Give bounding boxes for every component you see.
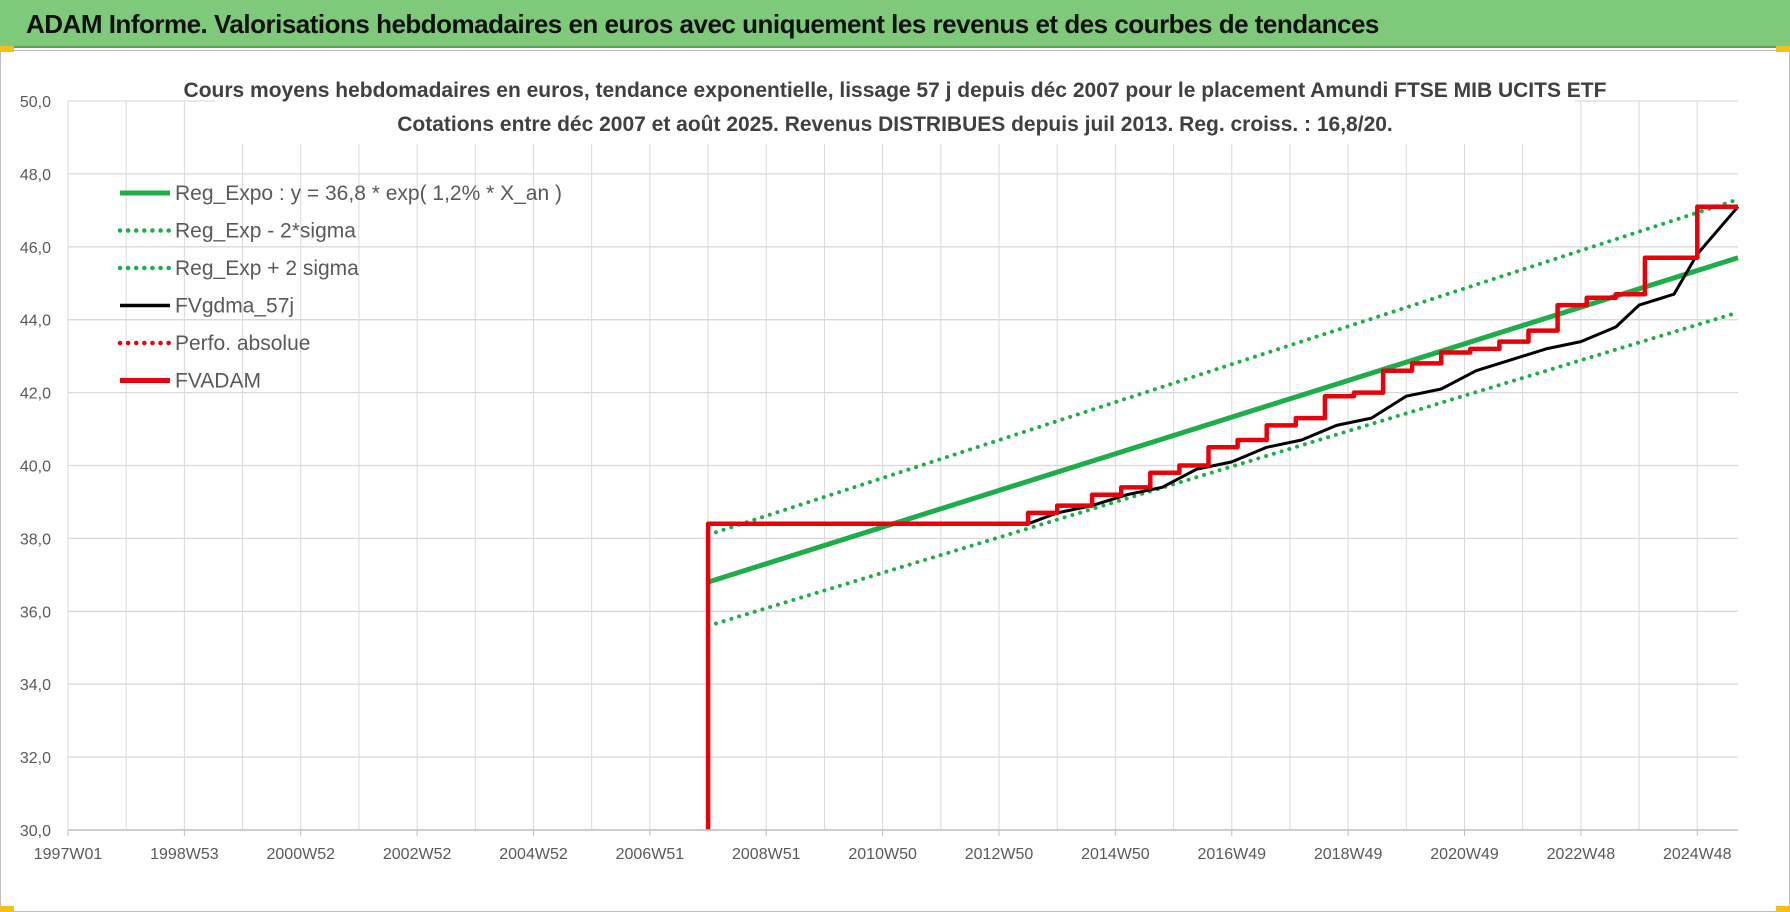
y-tick-label: 48,0 (20, 167, 51, 184)
x-tick-label: 2006W51 (616, 846, 685, 863)
series-layer (705, 197, 1740, 830)
series-line (706, 310, 1740, 628)
corner-marker (1776, 46, 1790, 52)
x-tick-label: 1998W53 (150, 846, 219, 863)
x-tick-label: 2024W48 (1663, 846, 1732, 863)
x-tick-label: 2004W52 (499, 846, 568, 863)
chart-legend: Reg_Expo : y = 36,8 * exp( 1,2% * X_an )… (117, 182, 562, 393)
x-tick-label: 2020W49 (1430, 846, 1499, 863)
chart-title: Cours moyens hebdomadaires en euros, ten… (184, 79, 1607, 102)
x-tick-label: 1997W01 (34, 846, 103, 863)
corner-marker (0, 46, 14, 52)
grid-layer (67, 100, 1738, 831)
y-tick-label: 44,0 (20, 313, 51, 330)
legend-label: Reg_Expo : y = 36,8 * exp( 1,2% * X_an ) (175, 182, 562, 205)
legend-label: Perfo. absolue (175, 332, 310, 355)
series-line (707, 255, 1739, 585)
x-tick-label: 2008W51 (732, 846, 801, 863)
y-tick-label: 30,0 (20, 823, 51, 840)
corner-marker (0, 906, 14, 912)
x-tick-label: 2022W48 (1547, 846, 1616, 863)
x-tick-label: 2002W52 (383, 846, 452, 863)
legend-label: Reg_Exp + 2 sigma (175, 257, 359, 280)
corner-marker (1776, 906, 1790, 912)
y-tick-label: 46,0 (20, 240, 51, 257)
chart-subtitle: Cotations entre déc 2007 et août 2025. R… (397, 113, 1393, 136)
x-tick-label: 2018W49 (1314, 846, 1383, 863)
y-tick-label: 38,0 (20, 531, 51, 548)
legend-label: FVADAM (175, 370, 261, 393)
axis-layer: 30,0 32,0 34,0 36,0 38,0 40,0 42,0 44,0 46,0 48,0… (20, 94, 1738, 863)
banner-title: ADAM Informe. Valorisations hebdomadaire… (26, 9, 1379, 39)
series-line (705, 204, 1738, 830)
series-line (706, 197, 1740, 537)
x-tick-label: 2012W50 (965, 846, 1034, 863)
series-line (708, 205, 1740, 526)
y-tick-label: 50,0 (20, 94, 51, 111)
legend-label: FVgdma_57j (175, 295, 294, 318)
y-tick-label: 40,0 (20, 459, 51, 476)
x-tick-label: 2014W50 (1081, 846, 1150, 863)
y-tick-label: 32,0 (20, 750, 51, 767)
title-backdrop (215, 72, 1575, 144)
x-tick-label: 2016W49 (1198, 846, 1267, 863)
legend-label: Reg_Exp - 2*sigma (175, 220, 356, 243)
y-tick-label: 34,0 (20, 677, 51, 694)
y-tick-label: 42,0 (20, 386, 51, 403)
y-tick-label: 36,0 (20, 604, 51, 621)
x-tick-label: 2000W52 (267, 846, 336, 863)
x-tick-label: 2010W50 (848, 846, 917, 863)
header-banner: ADAM Informe. Valorisations hebdomadaire… (0, 0, 1790, 48)
